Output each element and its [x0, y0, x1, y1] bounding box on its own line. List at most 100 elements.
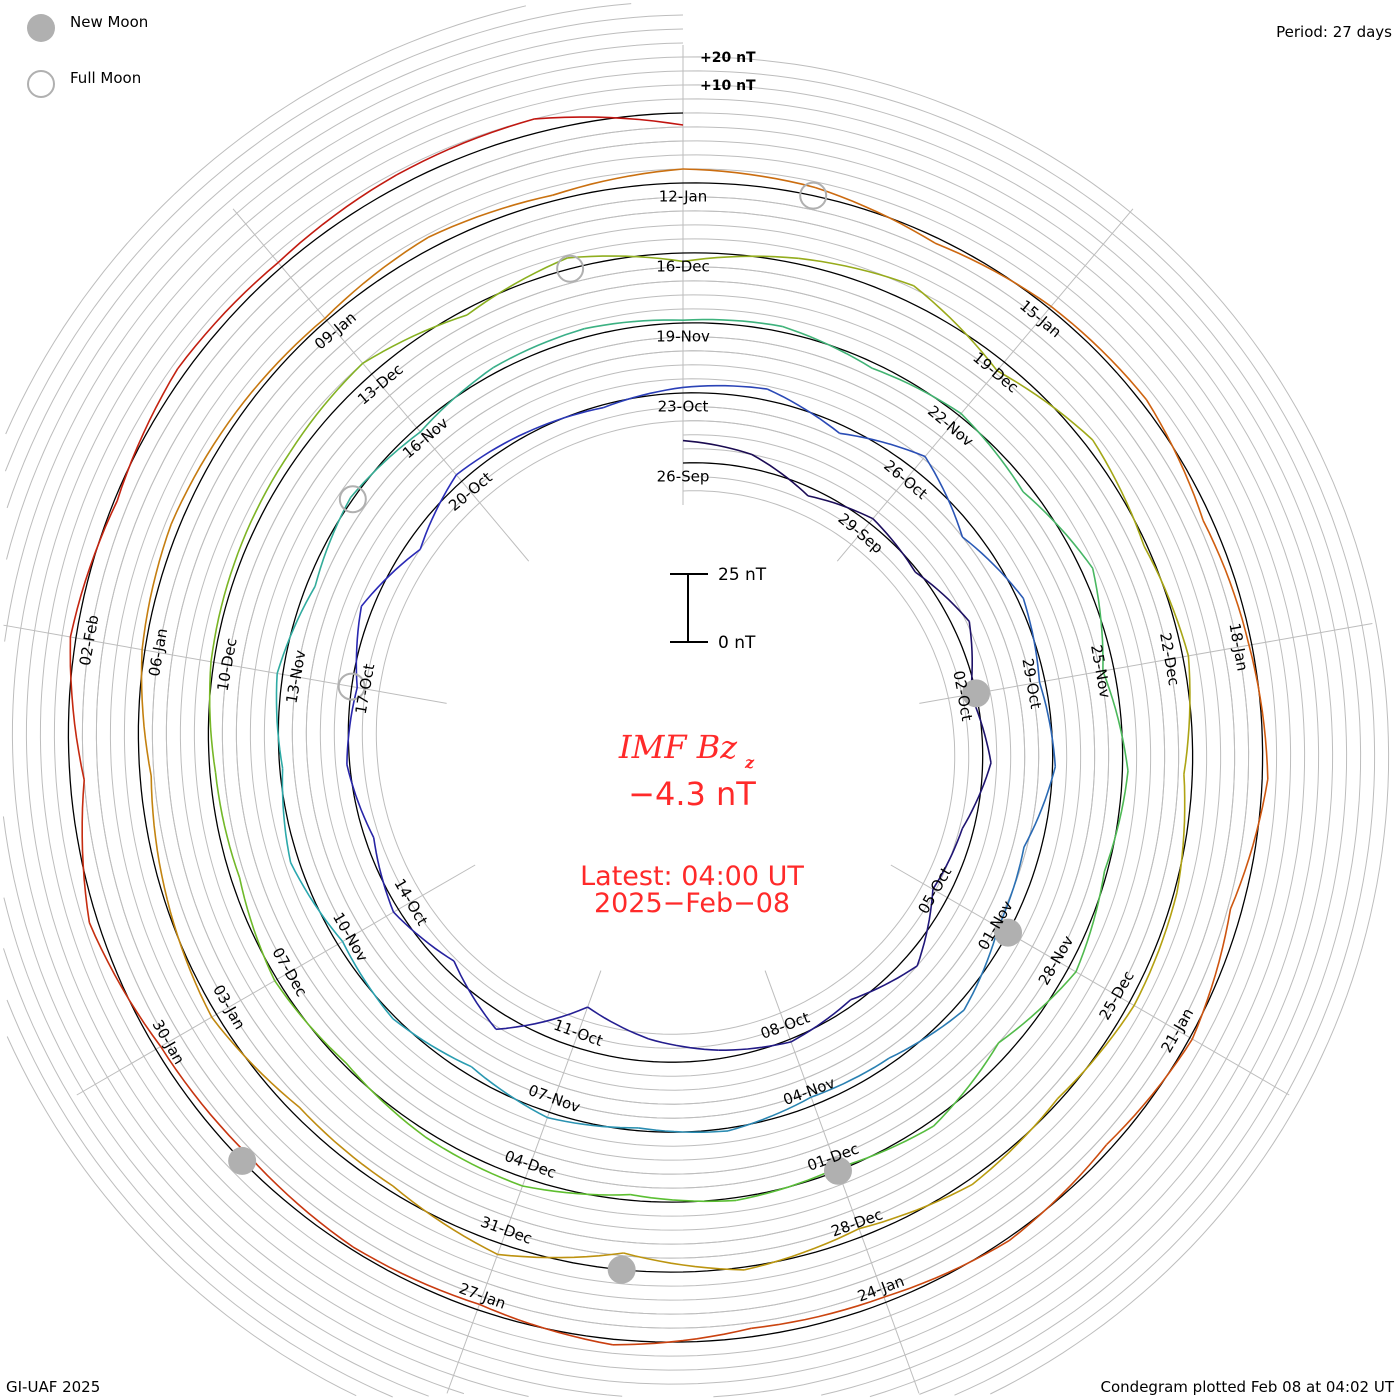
chart-title-subscript: z	[744, 753, 755, 772]
bz-segment	[960, 413, 1024, 493]
bz-segment	[814, 186, 936, 244]
bz-segment	[1106, 1038, 1193, 1146]
bz-segment	[1008, 1144, 1108, 1242]
date-label: 31-Dec	[478, 1213, 534, 1248]
footer-credit: GI-UAF 2025	[6, 1378, 101, 1396]
bz-segment	[727, 1096, 812, 1132]
date-label: 08-Oct	[758, 1008, 812, 1042]
grid-spirals	[2, 3, 1390, 1398]
bz-segment	[176, 261, 279, 370]
bz-segment	[396, 118, 535, 176]
bz-segment	[547, 1116, 639, 1129]
bz-segment	[324, 236, 429, 319]
bz-segment	[913, 285, 998, 372]
bz-segment	[392, 1018, 472, 1068]
date-label: 03-Jan	[209, 982, 249, 1033]
bz-segment	[140, 649, 152, 777]
bz-segment	[1102, 670, 1129, 772]
grid-spiral	[5, 5, 1390, 1397]
grid-spiral	[3, 14, 1362, 1397]
date-label: 25-Dec	[1096, 968, 1138, 1023]
bz-segment	[1022, 597, 1041, 683]
bz-segment	[623, 1252, 745, 1271]
date-label: 11-Oct	[551, 1016, 605, 1050]
radial-spoke	[76, 864, 476, 1096]
bz-segment	[274, 980, 347, 1064]
bz-segment	[81, 779, 91, 923]
date-label: 24-Jan	[855, 1272, 907, 1305]
date-label: 16-Dec	[656, 258, 710, 276]
bz-segment	[455, 431, 527, 476]
full-moon-legend-icon	[27, 70, 55, 98]
date-label: 10-Dec	[214, 637, 241, 693]
radial-spoke	[919, 622, 1373, 704]
bz-segment	[1092, 439, 1145, 547]
zero-baseline-spiral	[67, 112, 1264, 1343]
bz-segment	[682, 168, 816, 189]
current-value: −4.3 nT	[628, 775, 756, 813]
bz-segment	[88, 922, 162, 1047]
date-label: 26-Sep	[657, 468, 710, 486]
radial-spoke	[3, 624, 447, 704]
bz-segment	[1057, 1005, 1135, 1100]
bz-segment	[116, 368, 179, 502]
new-moon-marker	[607, 1255, 636, 1284]
bz-segment	[587, 1006, 649, 1040]
bz-segment	[1143, 545, 1190, 657]
bz-segment	[751, 453, 809, 497]
zero-baseline	[67, 112, 1264, 1343]
date-label: 19-Nov	[656, 328, 710, 346]
bz-segment	[360, 548, 421, 607]
bz-segment	[1050, 305, 1148, 401]
bz-segment	[166, 899, 213, 1018]
latest-time: Latest: 04:00 UT	[580, 861, 804, 892]
new-moon-legend-label: New Moon	[70, 13, 149, 31]
bz-segment	[914, 571, 970, 623]
bz-segment	[638, 1127, 729, 1133]
moon-markers	[228, 181, 1023, 1284]
bz-segment	[933, 1042, 1000, 1127]
bz-segment	[346, 764, 375, 838]
bz-segment	[424, 1136, 523, 1187]
bz-segment	[810, 1057, 890, 1098]
bz-series	[69, 116, 1269, 1346]
scale-bar	[670, 573, 708, 643]
bz-segment	[298, 1106, 394, 1187]
bz-segment	[682, 384, 768, 390]
bz-segment	[1103, 770, 1129, 872]
bz-segment	[1145, 399, 1204, 521]
bz-segment	[522, 1185, 631, 1196]
grid-spiral	[2, 42, 1334, 1397]
bz-segment	[419, 366, 494, 433]
bz-segment	[275, 673, 284, 769]
bz-segment	[372, 837, 395, 913]
date-label: 20-Oct	[445, 468, 496, 515]
bz-segment	[69, 500, 118, 638]
radial-spoke	[232, 208, 530, 562]
bz-segment	[1191, 908, 1232, 1040]
bz-segment	[170, 411, 237, 525]
bz-segment	[1183, 655, 1191, 775]
bz-segment	[69, 636, 85, 781]
bz-segment	[1023, 766, 1057, 848]
footer-plotted: Condegram plotted Feb 08 at 04:02 UT	[1100, 1378, 1394, 1396]
grid-spiral	[25, 70, 1306, 1385]
bz-segment	[1248, 645, 1269, 780]
bz-segment	[238, 877, 276, 982]
bz-segment	[767, 388, 840, 434]
bz-segment	[1022, 491, 1094, 569]
bz-segment	[470, 1066, 548, 1119]
date-label: 09-Jan	[311, 308, 360, 353]
bz-segment	[997, 846, 1025, 928]
radial-spoke	[890, 864, 1290, 1096]
bz-segment	[1133, 892, 1178, 1006]
chart-title: IMF Bz	[618, 728, 738, 766]
bz-segment	[584, 319, 684, 330]
date-label: 28-Dec	[829, 1205, 885, 1240]
radial-spoke	[836, 208, 1134, 562]
bz-segment	[214, 772, 241, 878]
new-moon-marker	[228, 1146, 257, 1175]
bz-segment	[682, 255, 799, 263]
bz-segment	[247, 1154, 354, 1248]
bz-segment	[392, 911, 455, 962]
